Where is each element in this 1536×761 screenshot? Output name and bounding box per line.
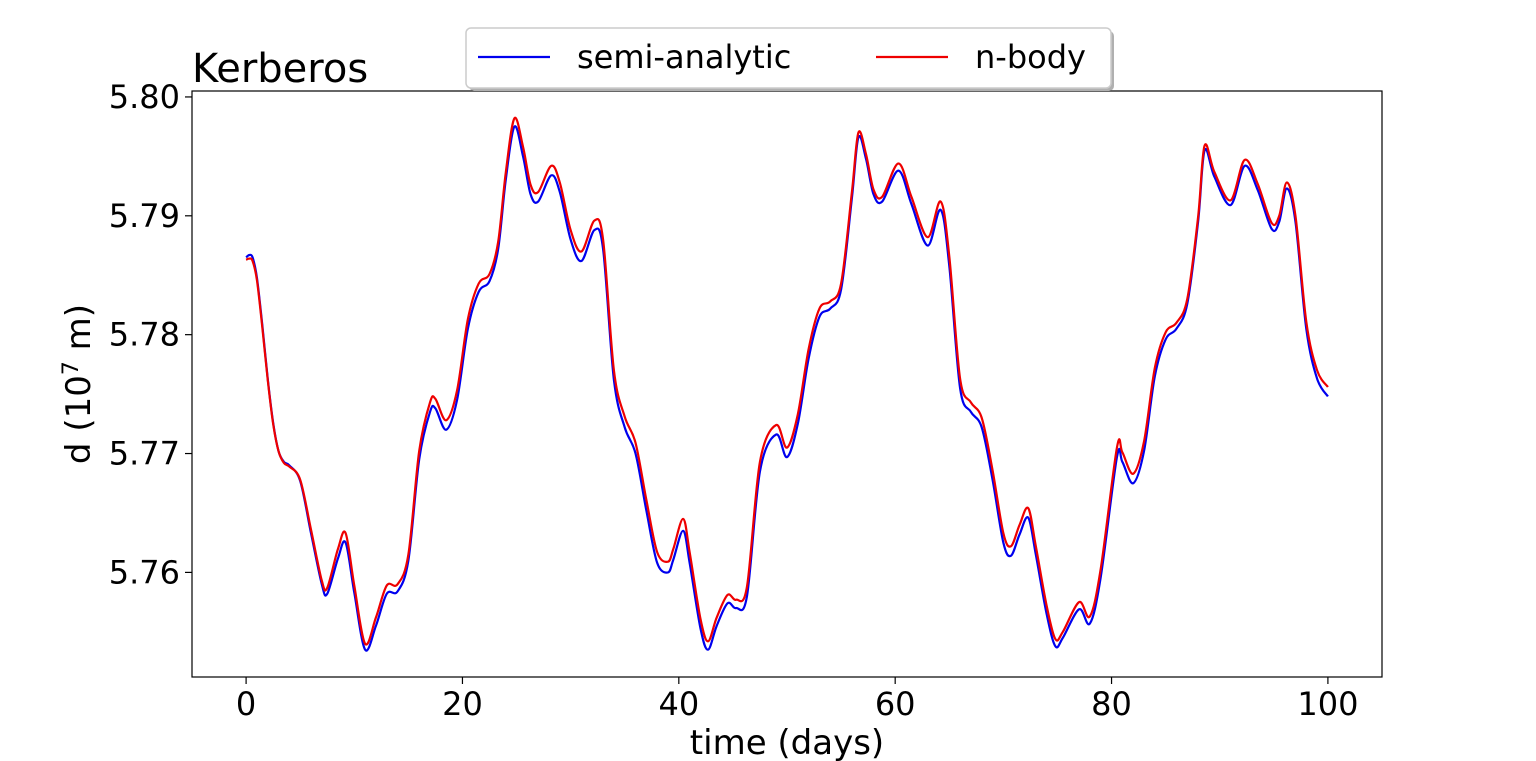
x-tick-label: 0 [236,685,256,723]
y-tick-label: 5.80 [109,78,180,116]
y-tick-label: 5.76 [109,553,180,591]
x-tick-label: 100 [1297,685,1358,723]
y-axis-label-unit: m) [59,304,99,361]
series-line-n-body [245,116,1329,646]
y-axis-label-base: d (10 [59,375,99,464]
x-tick-label: 20 [442,685,483,723]
legend: semi-analytic n-body [465,27,1114,91]
y-axis-label-exponent: 7 [59,361,84,375]
plot-area [191,90,1383,678]
y-tick-label: 5.78 [109,316,180,354]
y-axis-label: d (107 m) [59,304,99,464]
series-layer [245,116,1329,652]
legend-label-n-body: n-body [975,38,1086,76]
y-axis: 5.76 5.77 5.78 5.79 5.80 [109,78,192,591]
x-axis-label: time (days) [690,723,884,761]
y-tick-label: 5.77 [109,435,180,473]
chart-title: Kerberos [192,46,368,92]
x-axis: 0 20 40 60 80 100 [236,677,1358,723]
legend-box [465,27,1112,89]
legend-label-semi-analytic: semi-analytic [577,38,791,76]
series-line-semi-analytic [245,125,1329,652]
x-tick-label: 80 [1091,685,1132,723]
x-tick-label: 40 [658,685,699,723]
x-tick-label: 60 [875,685,916,723]
y-tick-label: 5.79 [109,197,180,235]
